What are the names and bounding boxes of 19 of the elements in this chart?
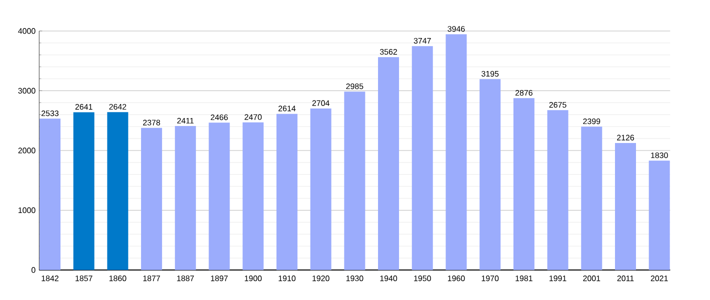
bar [73,112,94,270]
bar [614,142,636,270]
bar [174,126,196,270]
bar [40,118,60,270]
bar [208,122,230,270]
bar [141,128,162,270]
bar [446,34,467,270]
bar [344,92,366,270]
bar [242,122,264,270]
bar [378,57,400,270]
bar [581,126,602,270]
bar [310,108,332,270]
bar [107,112,128,270]
bar [648,160,670,270]
bar [480,79,501,270]
bar [412,46,433,270]
bar [547,110,568,270]
bar [276,114,298,270]
bar [513,98,534,270]
